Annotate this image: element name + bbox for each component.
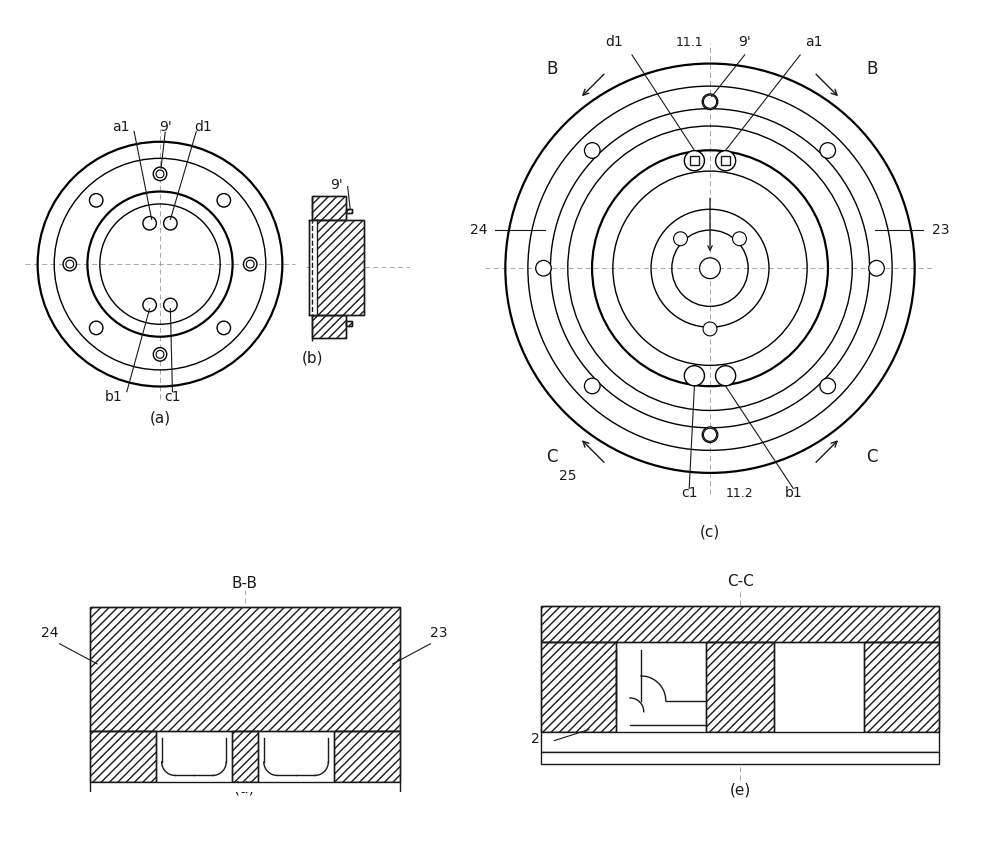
Polygon shape (541, 606, 939, 642)
Polygon shape (334, 731, 400, 782)
Polygon shape (232, 731, 258, 782)
Circle shape (89, 193, 103, 207)
Text: (d): (d) (234, 780, 256, 795)
Text: 25: 25 (559, 469, 577, 483)
Circle shape (820, 378, 836, 394)
Circle shape (703, 322, 717, 336)
Text: a1: a1 (112, 120, 129, 135)
Text: c1: c1 (164, 390, 181, 404)
Circle shape (63, 257, 77, 271)
Circle shape (246, 260, 254, 268)
Polygon shape (541, 642, 616, 733)
Text: B: B (866, 60, 877, 78)
Bar (346, 321, 352, 325)
Circle shape (702, 94, 718, 110)
Bar (721, 156, 730, 165)
Circle shape (217, 321, 231, 335)
Text: (c): (c) (700, 524, 720, 539)
Text: 24: 24 (41, 626, 58, 640)
Text: (e): (e) (729, 783, 751, 797)
Circle shape (143, 298, 156, 312)
Text: B: B (546, 60, 557, 78)
Polygon shape (90, 607, 400, 731)
Text: (a): (a) (149, 410, 171, 425)
Circle shape (684, 366, 704, 386)
Text: b1: b1 (784, 486, 802, 500)
Bar (312, 220, 364, 315)
Circle shape (700, 258, 720, 279)
Circle shape (66, 260, 74, 268)
Circle shape (536, 261, 551, 276)
Text: 9': 9' (159, 120, 172, 135)
Circle shape (584, 378, 600, 394)
Text: 11.2: 11.2 (726, 487, 753, 500)
Text: C-C: C-C (727, 573, 753, 589)
Circle shape (716, 151, 736, 170)
Bar (312, 196, 346, 220)
Circle shape (164, 216, 177, 230)
Bar (309, 220, 316, 315)
Bar (90, 782, 400, 801)
Circle shape (153, 167, 167, 181)
Bar (312, 220, 364, 315)
Circle shape (869, 261, 884, 276)
Polygon shape (400, 801, 440, 813)
Circle shape (702, 427, 718, 442)
Circle shape (217, 193, 231, 207)
Bar (541, 751, 939, 764)
Bar (346, 321, 352, 325)
Circle shape (733, 232, 746, 245)
Text: 9': 9' (330, 178, 343, 192)
Circle shape (153, 348, 167, 361)
Text: C: C (546, 448, 557, 467)
Text: C: C (866, 448, 878, 467)
Bar (346, 209, 352, 213)
Circle shape (674, 232, 687, 245)
Text: 25: 25 (531, 733, 548, 746)
Circle shape (164, 298, 177, 312)
Text: 24: 24 (470, 222, 488, 237)
Text: 9': 9' (738, 35, 751, 49)
Text: d1: d1 (195, 120, 212, 135)
Text: 11.1: 11.1 (675, 37, 703, 49)
Text: d1: d1 (606, 35, 623, 49)
Text: (b): (b) (301, 350, 323, 366)
Text: b1: b1 (104, 390, 122, 404)
Circle shape (156, 350, 164, 359)
Circle shape (684, 151, 704, 170)
Polygon shape (50, 801, 90, 813)
Text: B-B: B-B (232, 576, 258, 590)
Circle shape (716, 366, 736, 386)
Text: 23: 23 (932, 222, 950, 237)
Circle shape (820, 142, 836, 158)
Text: 23: 23 (430, 626, 448, 640)
Circle shape (703, 95, 717, 108)
Bar (312, 196, 346, 220)
Circle shape (243, 257, 257, 271)
Bar (541, 733, 939, 751)
Text: a1: a1 (805, 35, 823, 49)
Polygon shape (864, 642, 939, 733)
Bar (312, 315, 346, 338)
Bar (312, 315, 346, 338)
Bar (346, 209, 352, 213)
Circle shape (143, 216, 156, 230)
Circle shape (156, 170, 164, 178)
Text: c1: c1 (681, 486, 697, 500)
Bar (690, 156, 699, 165)
Polygon shape (706, 642, 774, 733)
Polygon shape (90, 731, 156, 782)
Circle shape (703, 429, 717, 441)
Circle shape (584, 142, 600, 158)
Bar (50, 801, 440, 813)
Circle shape (89, 321, 103, 335)
